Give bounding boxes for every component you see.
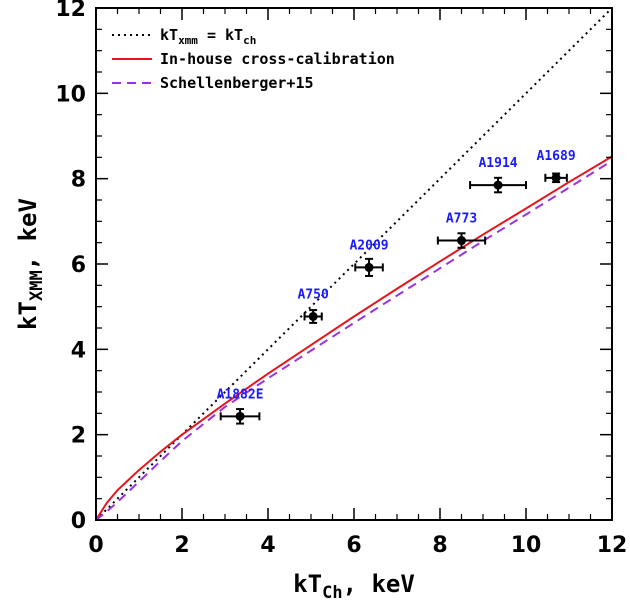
data-point-a1882e: A1882E [217, 387, 264, 425]
point-label: A1914 [478, 156, 517, 171]
point-label: A750 [297, 287, 328, 302]
legend-label: Schellenberger+15 [160, 74, 314, 92]
y-axis-label: kTXMM, keV [14, 198, 47, 330]
ticks-layer: 0 2 4 6 8 10 12 0 2 4 6 8 10 12 [55, 0, 627, 558]
y-tick-label: 6 [71, 253, 86, 278]
x-axis-label: kTCh, keV [293, 570, 415, 603]
y-tick-label: 8 [71, 168, 86, 193]
x-tick-label: 12 [597, 533, 628, 558]
y-tick-label: 10 [55, 82, 86, 107]
point-label: A1689 [537, 149, 576, 164]
x-tick-label: 4 [260, 533, 275, 558]
data-marker [551, 173, 561, 183]
data-point-a1914: A1914 [469, 156, 527, 194]
y-tick-label: 4 [71, 338, 86, 363]
data-marker [364, 262, 374, 272]
data-marker [235, 411, 245, 421]
legend-entry: kTxmm = kTch [112, 26, 256, 47]
x-tick-label: 10 [511, 533, 542, 558]
y-tick-label: 0 [71, 509, 86, 534]
legend-entry: In-house cross-calibration [112, 50, 395, 68]
data-marker [457, 236, 466, 246]
x-tick-label: 2 [174, 533, 189, 558]
point-label: A2009 [349, 238, 388, 253]
data-point-a2009: A2009 [349, 238, 389, 277]
curves-layer [95, 7, 613, 521]
legend: kTxmm = kTch In-house cross-calibration Sc… [112, 26, 395, 92]
legend-entry: Schellenberger+15 [112, 74, 314, 92]
data-point-a750: A750 [297, 287, 329, 324]
legend-label: kTxmm = kTch [160, 26, 256, 47]
in-house-curve [95, 155, 613, 521]
y-tick-label: 2 [71, 424, 86, 449]
x-tick-label: 8 [432, 533, 447, 558]
data-marker [308, 311, 318, 321]
y-tick-label: 12 [55, 0, 86, 22]
point-label: A1882E [217, 387, 264, 402]
point-label: A773 [446, 212, 477, 227]
data-point-a773: A773 [436, 212, 487, 249]
points-layer: A1882E A750 A2009 A773 A1914 A1689 [217, 149, 576, 425]
data-point-a1689: A1689 [537, 149, 576, 184]
x-tick-label: 6 [346, 533, 361, 558]
schellenberger15-curve [95, 159, 613, 521]
data-marker [493, 180, 503, 190]
x-tick-label: 0 [88, 533, 103, 558]
legend-label: In-house cross-calibration [160, 50, 395, 68]
